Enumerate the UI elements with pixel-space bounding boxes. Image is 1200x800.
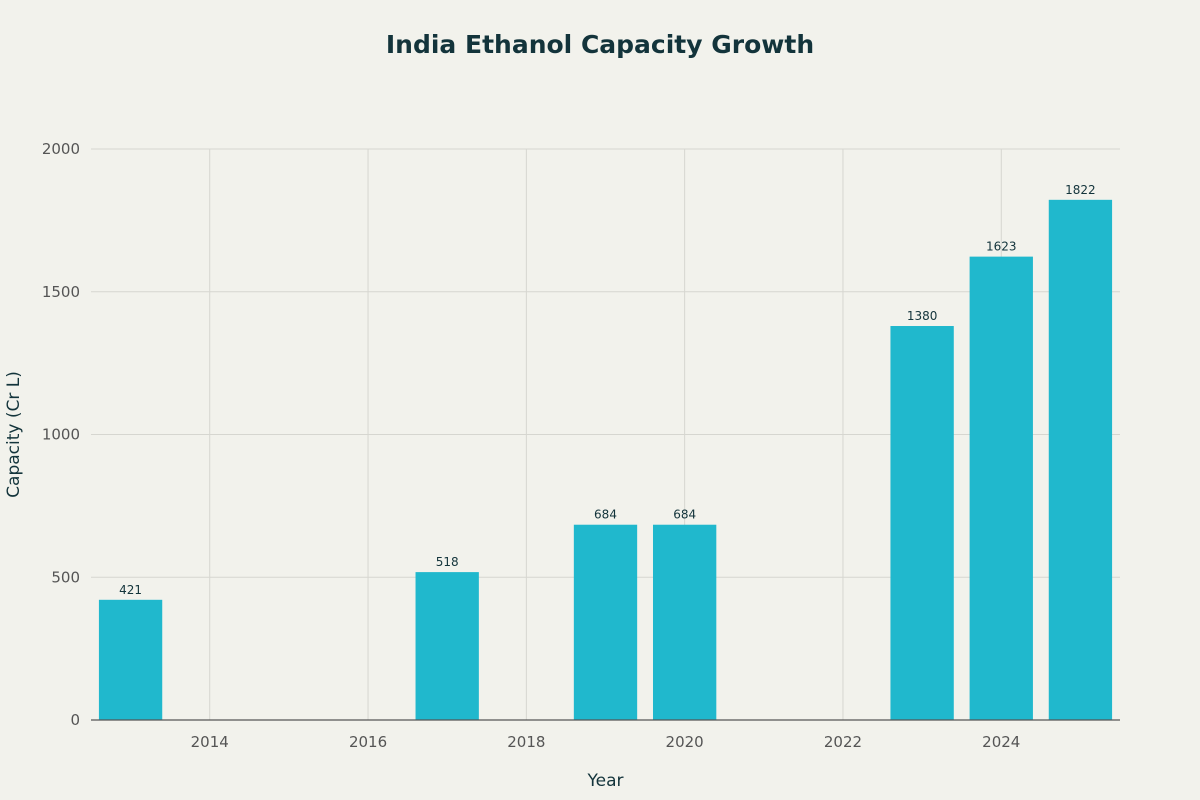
y-tick-label: 1500 <box>42 283 80 301</box>
x-tick-label: 2022 <box>824 733 862 751</box>
x-tick-label: 2024 <box>982 733 1020 751</box>
bar-data-label: 421 <box>119 583 142 597</box>
y-tick-label: 500 <box>51 568 80 586</box>
bar-data-label: 518 <box>436 555 459 569</box>
y-tick-label: 0 <box>70 711 80 729</box>
bar-data-label: 1380 <box>907 309 938 323</box>
bar-data-label: 1822 <box>1065 183 1096 197</box>
bar <box>890 326 954 720</box>
x-tick-label: 2018 <box>507 733 545 751</box>
bar-data-label: 684 <box>673 508 696 522</box>
x-tick-label: 2020 <box>666 733 704 751</box>
bar <box>573 524 638 720</box>
bar <box>969 256 1033 720</box>
x-tick-label: 2014 <box>191 733 229 751</box>
y-axis-title: Capacity (Cr L) <box>4 371 24 498</box>
bar-data-label: 1623 <box>986 240 1017 254</box>
data-labels: 421 518 684 684 1380 1623 1822 <box>119 183 1096 597</box>
x-tick-label: 2016 <box>349 733 387 751</box>
bars <box>98 199 1113 721</box>
chart-title: India Ethanol Capacity Growth <box>385 30 815 59</box>
bar <box>652 524 717 720</box>
y-tick-label: 1000 <box>42 426 80 444</box>
bar <box>415 572 479 720</box>
x-axis-title: Year <box>587 771 624 791</box>
axes: 0 500 1000 1500 2000 2014 2016 2018 2020 2022 2024 <box>42 140 1120 751</box>
bar-data-label: 684 <box>594 508 617 522</box>
bar <box>98 599 163 720</box>
y-tick-label: 2000 <box>42 140 80 158</box>
bar <box>1048 199 1113 721</box>
